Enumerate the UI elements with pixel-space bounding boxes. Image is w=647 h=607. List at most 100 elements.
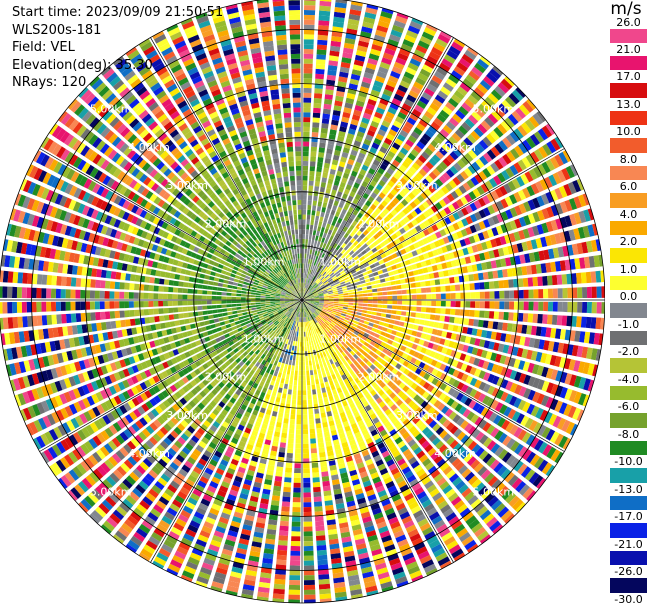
velocity-gate [295, 360, 299, 366]
velocity-gate [391, 217, 399, 225]
velocity-gate [296, 331, 299, 337]
velocity-gate [324, 274, 330, 279]
velocity-gate [302, 195, 307, 200]
velocity-gate [306, 258, 309, 264]
velocity-gate [410, 148, 420, 158]
velocity-gate [335, 0, 348, 4]
velocity-gate [332, 21, 344, 28]
velocity-gate [323, 303, 329, 306]
velocity-gate [355, 314, 361, 319]
velocity-gate [549, 431, 560, 444]
velocity-gate [387, 357, 394, 364]
velocity-gate [315, 530, 326, 536]
velocity-gate [349, 277, 355, 282]
velocity-gate [474, 107, 486, 118]
velocity-gate [365, 266, 371, 271]
velocity-gate [406, 295, 412, 300]
velocity-gate [304, 0, 316, 1]
velocity-gate [380, 11, 393, 19]
velocity-gate [439, 373, 448, 381]
velocity-gate [307, 263, 310, 269]
velocity-gate [274, 476, 283, 482]
velocity-gate [354, 317, 360, 322]
velocity-gate [326, 386, 331, 392]
velocity-gate [407, 62, 419, 72]
velocity-gate [373, 80, 384, 88]
velocity-gate [456, 371, 465, 380]
velocity-gate [303, 555, 314, 561]
velocity-gate [413, 145, 423, 154]
velocity-gate [306, 290, 311, 295]
velocity-gate [335, 145, 342, 152]
velocity-gate [378, 259, 385, 265]
velocity-gate [309, 166, 316, 172]
velocity-gate [504, 117, 515, 129]
velocity-gate [559, 329, 566, 340]
velocity-gate [310, 287, 315, 292]
velocity-gate [337, 165, 344, 173]
velocity-gate [409, 276, 416, 283]
velocity-gate [304, 283, 307, 288]
velocity-gate [478, 419, 488, 430]
velocity-gate [304, 258, 307, 264]
velocity-gate [322, 172, 328, 179]
velocity-gate [446, 154, 455, 164]
velocity-gate [567, 287, 573, 299]
velocity-gate [433, 352, 441, 360]
velocity-gate [363, 300, 368, 303]
velocity-gate [343, 319, 349, 323]
velocity-gate [413, 127, 423, 136]
velocity-gate [291, 516, 301, 522]
velocity-gate [303, 58, 313, 64]
velocity-gate [303, 156, 309, 162]
velocity-gate [323, 316, 328, 320]
velocity-gate [299, 346, 302, 352]
velocity-gate [461, 207, 469, 216]
velocity-gate [423, 381, 431, 390]
velocity-gate [363, 275, 370, 280]
velocity-gate [375, 183, 383, 191]
velocity-gate [309, 419, 315, 425]
velocity-gate [401, 198, 409, 207]
velocity-gate [377, 20, 390, 29]
velocity-gate [473, 357, 481, 367]
velocity-gate [500, 223, 508, 234]
velocity-gate [309, 274, 312, 280]
velocity-gate [588, 255, 595, 268]
velocity-gate [521, 266, 528, 276]
velocity-gate [303, 322, 305, 327]
velocity-gate [451, 41, 464, 52]
velocity-gate [460, 257, 467, 265]
velocity-gate [577, 287, 583, 299]
velocity-gate [303, 507, 312, 513]
velocity-gate [294, 331, 297, 337]
velocity-gate [369, 146, 378, 154]
velocity-gate [470, 292, 476, 299]
velocity-gate [549, 156, 560, 169]
velocity-gate [590, 239, 598, 252]
velocity-gate [334, 316, 339, 321]
velocity-gate [405, 66, 417, 76]
velocity-gate [314, 240, 318, 246]
velocity-gate [296, 414, 302, 420]
velocity-gate [366, 233, 373, 240]
velocity-gate [302, 170, 308, 176]
velocity-gate [430, 204, 439, 213]
velocity-gate [367, 300, 373, 304]
velocity-gate [524, 469, 536, 481]
velocity-gate [348, 206, 354, 213]
velocity-gate [413, 81, 424, 91]
velocity-gate [309, 286, 314, 291]
velocity-gate [532, 313, 538, 324]
velocity-gate [340, 121, 349, 128]
velocity-gate [411, 300, 417, 306]
velocity-gate [309, 298, 315, 300]
velocity-gate [396, 181, 404, 189]
velocity-gate [358, 297, 364, 300]
velocity-gate [376, 356, 383, 363]
velocity-gate [532, 113, 544, 125]
velocity-gate [405, 170, 414, 178]
velocity-gate [400, 147, 409, 156]
velocity-gate [530, 405, 540, 417]
velocity-gate [523, 374, 531, 385]
